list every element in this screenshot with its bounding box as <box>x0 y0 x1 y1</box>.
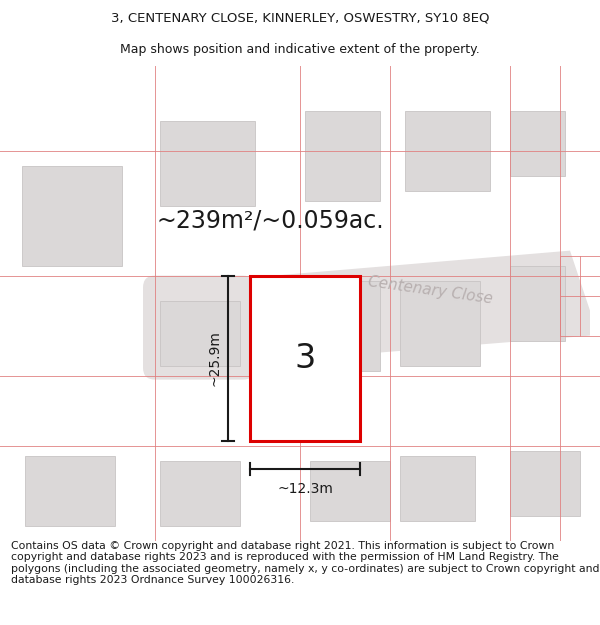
Bar <box>160 301 240 366</box>
Text: Contains OS data © Crown copyright and database right 2021. This information is : Contains OS data © Crown copyright and d… <box>11 541 599 586</box>
FancyBboxPatch shape <box>143 276 255 379</box>
Text: ~12.3m: ~12.3m <box>277 482 333 496</box>
Text: Map shows position and indicative extent of the property.: Map shows position and indicative extent… <box>120 42 480 56</box>
Polygon shape <box>155 251 590 371</box>
Bar <box>400 456 475 521</box>
Bar <box>510 451 580 516</box>
Text: ~25.9m: ~25.9m <box>207 330 221 386</box>
Bar <box>510 111 565 176</box>
Bar <box>160 461 240 526</box>
Bar <box>305 111 380 201</box>
Bar <box>250 276 360 441</box>
Bar <box>22 166 122 266</box>
Text: Centenary Close: Centenary Close <box>367 274 493 307</box>
Text: 3, CENTENARY CLOSE, KINNERLEY, OSWESTRY, SY10 8EQ: 3, CENTENARY CLOSE, KINNERLEY, OSWESTRY,… <box>111 12 489 25</box>
Bar <box>405 111 490 191</box>
Text: ~239m²/~0.059ac.: ~239m²/~0.059ac. <box>156 209 384 232</box>
Bar <box>310 461 390 521</box>
Bar <box>510 266 565 341</box>
Bar <box>310 281 380 371</box>
Bar <box>160 121 255 206</box>
Bar <box>25 456 115 526</box>
Text: 3: 3 <box>295 342 316 374</box>
Bar <box>400 281 480 366</box>
